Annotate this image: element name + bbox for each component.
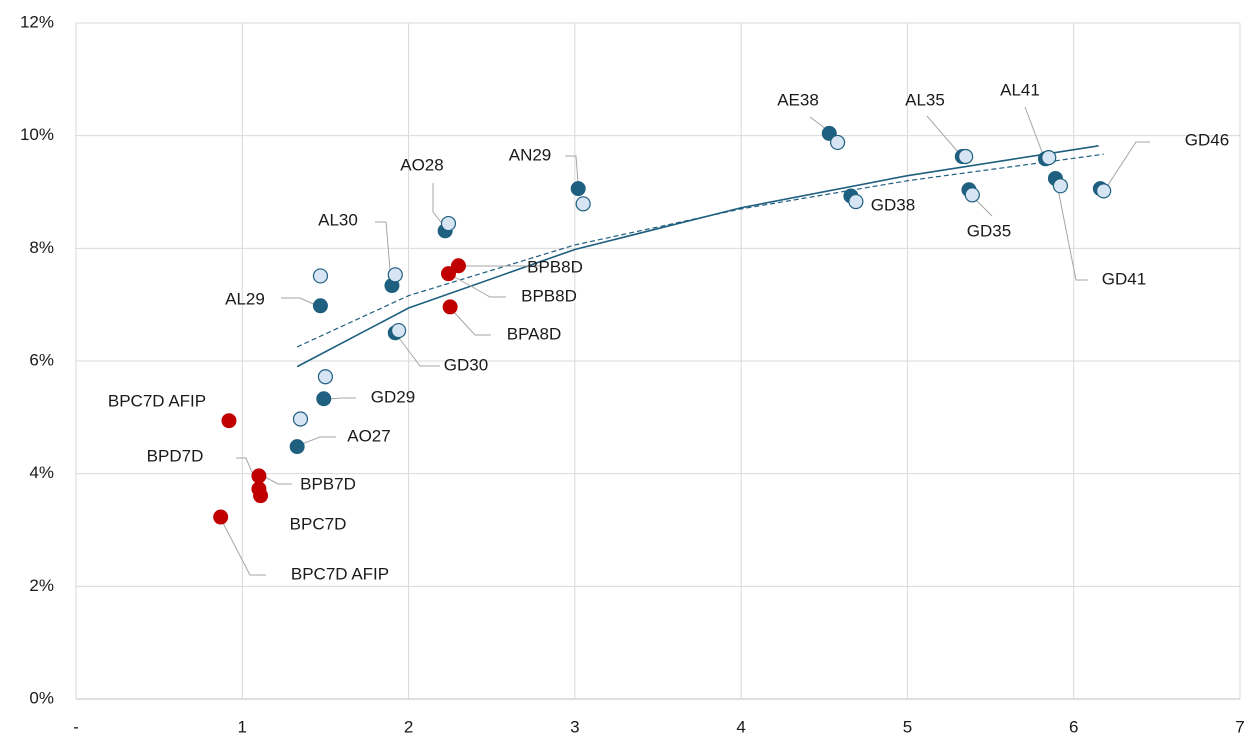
data-point [390, 322, 407, 339]
data-point [575, 196, 591, 212]
y-tick-label: 10% [20, 125, 54, 144]
data-label: BPA8D [507, 324, 562, 343]
leader-line [1024, 106, 1043, 153]
data-label: AL41 [1000, 80, 1040, 99]
leader-line [926, 115, 959, 153]
leader-line [264, 476, 292, 485]
data-label: AL29 [225, 289, 265, 308]
y-tick-label: 6% [29, 350, 54, 369]
leader-line [281, 297, 319, 307]
leader-line [327, 397, 356, 400]
x-tick-label: 7 [1235, 717, 1244, 736]
data-point [292, 411, 309, 427]
data-point [1096, 183, 1112, 199]
data-point [450, 258, 466, 274]
data-label: AL30 [318, 210, 358, 229]
x-tick-label: 5 [903, 717, 912, 736]
data-point [958, 148, 974, 165]
data-point [964, 187, 980, 203]
y-tick-label: 4% [29, 463, 54, 482]
data-point [442, 299, 458, 315]
data-label: AL35 [905, 90, 945, 109]
data-point [312, 268, 329, 284]
data-label: GD46 [1185, 130, 1229, 149]
trend-line [296, 145, 1099, 368]
data-point [251, 468, 267, 484]
data-point [213, 509, 229, 525]
data-point [1041, 150, 1057, 166]
data-point [289, 439, 305, 455]
data-label: BPC7D AFIP [108, 391, 206, 410]
data-label: BPB8D [521, 286, 577, 305]
leader-line [452, 275, 506, 298]
x-tick-label: - [73, 717, 79, 736]
data-label: GD29 [371, 387, 415, 406]
data-label: AO28 [400, 155, 443, 174]
data-label: AE38 [777, 90, 819, 109]
data-label: BPB8D [527, 257, 583, 276]
data-label: AO27 [347, 426, 390, 445]
x-tick-label: 2 [404, 717, 413, 736]
trend-line [296, 153, 1104, 348]
data-point [317, 369, 334, 385]
data-label: BPD7D [147, 446, 204, 465]
leader-line [809, 116, 827, 130]
y-tick-label: 0% [29, 688, 54, 707]
leader-line [565, 155, 579, 184]
data-label: GD38 [871, 195, 915, 214]
data-point [440, 266, 456, 282]
data-label: GD30 [444, 355, 488, 374]
leader-line [451, 309, 491, 336]
leader-line [1107, 141, 1150, 186]
leader-line [398, 337, 440, 367]
y-tick-label: 8% [29, 238, 54, 257]
leader-line [301, 436, 336, 445]
data-point [829, 134, 846, 151]
x-tick-label: 3 [570, 717, 579, 736]
data-point [312, 298, 328, 314]
data-point [387, 267, 403, 283]
data-label: GD35 [967, 221, 1011, 240]
y-tick-label: 2% [29, 576, 54, 595]
leader-line [432, 183, 445, 227]
data-point [848, 193, 864, 210]
data-point [221, 413, 237, 429]
data-point [570, 181, 586, 197]
leader-line [375, 221, 392, 283]
data-point [316, 391, 332, 407]
x-tick-label: 4 [736, 717, 745, 736]
x-tick-label: 6 [1069, 717, 1078, 736]
data-point [1052, 178, 1069, 194]
data-label: BPB7D [300, 474, 356, 493]
data-point [253, 488, 269, 504]
data-label: BPC7D AFIP [291, 564, 389, 583]
x-tick-label: 1 [238, 717, 247, 736]
data-label: GD41 [1102, 269, 1146, 288]
data-label: AN29 [509, 145, 552, 164]
leader-line [221, 520, 266, 576]
data-label: BPC7D [290, 514, 347, 533]
data-point [440, 215, 457, 232]
y-tick-label: 12% [20, 12, 54, 31]
leader-line [1056, 183, 1088, 281]
